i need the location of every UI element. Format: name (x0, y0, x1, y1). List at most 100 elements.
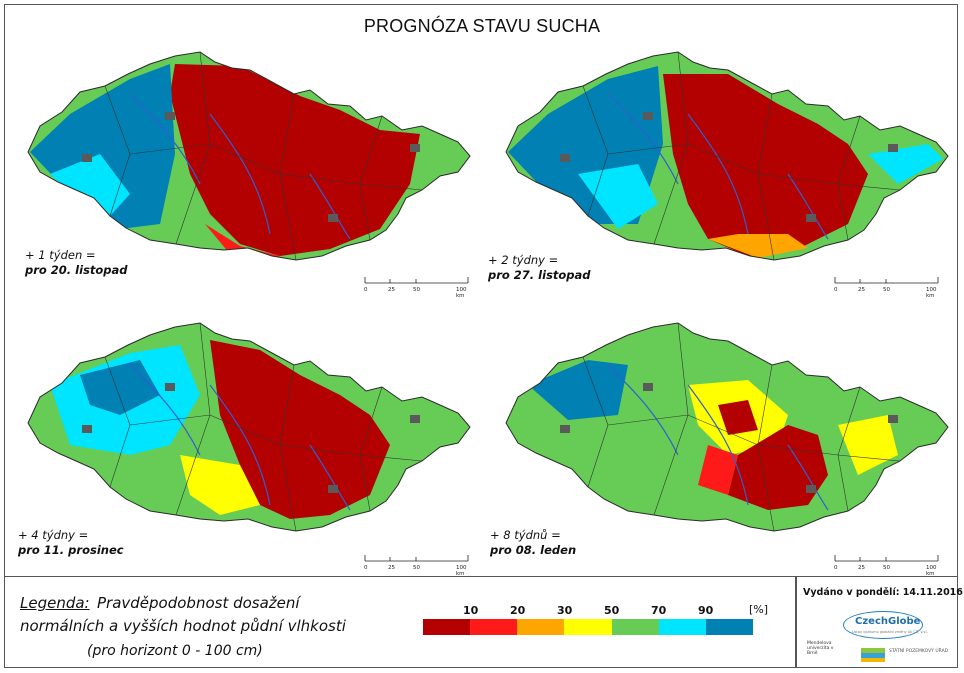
region-borders (582, 52, 901, 260)
legend-tick-90: 90 (698, 604, 714, 617)
scale-tick-0: 0 (364, 287, 368, 293)
country-outline (27, 51, 471, 261)
drought-region (50, 154, 130, 216)
map-label-week-4: + 4 týdny = pro 11. prosinec (18, 528, 124, 558)
legend-tick-70: 70 (651, 604, 667, 617)
scale-tick-0: 0 (834, 565, 838, 571)
spu-logo-mark (861, 648, 885, 662)
drought-region (30, 425, 160, 510)
rivers (129, 93, 351, 240)
drought-region (180, 455, 260, 515)
rivers (607, 93, 829, 240)
colorbar-class-4 (564, 619, 612, 635)
region-borders (582, 323, 901, 531)
city-area (560, 154, 570, 162)
map-label-line1: + 2 týdny = (488, 253, 559, 267)
colorbar-class-5 (611, 619, 659, 635)
drought-map-week-8 (505, 322, 949, 532)
drought-region (170, 64, 420, 256)
legend-tick-20: 20 (510, 604, 526, 617)
czechglobe-logo-text: CzechGlobe (855, 616, 921, 627)
legend-title-line2: normálních a vyšších hodnot půdní vlhkos… (20, 617, 346, 635)
colorbar-class-2 (470, 619, 518, 635)
scale-tick-100: 100 km (456, 565, 467, 577)
scale-bar: 0 25 50 100 km (834, 554, 944, 577)
legend-box: Legenda: Pravděpodobnost dosažení normál… (4, 576, 796, 668)
drought-region (663, 74, 868, 256)
colorbar-class-3 (517, 619, 565, 635)
city-area (888, 415, 898, 423)
country-outline (27, 322, 471, 532)
colorbar-class-7 (705, 619, 753, 635)
scale-bar: 0 25 50 100 km (364, 554, 474, 577)
scale-bar: 0 25 50 100 km (364, 276, 474, 299)
map-label-line2: pro 11. prosinec (18, 543, 124, 557)
map-label-line1: + 4 týdny = (18, 528, 89, 542)
city-area (643, 112, 653, 120)
rivers (607, 364, 829, 511)
figure-title: PROGNÓZA STAVU SUCHA (363, 16, 601, 36)
drought-map-week-1 (27, 51, 471, 261)
city-area (82, 425, 92, 433)
map-label-line1: + 8 týdnů = (490, 528, 561, 542)
city-area (410, 415, 420, 423)
mendel-university-logo: Mendelova univerzita v Brně (807, 641, 834, 656)
drought-region (80, 360, 160, 415)
legend-tick-30: 30 (557, 604, 573, 617)
drought-map-week-2 (505, 51, 949, 261)
scale-bar: 0 25 50 100 km (834, 276, 944, 299)
legend-heading: Legenda: (20, 594, 90, 612)
city-area (806, 485, 816, 493)
city-area (328, 485, 338, 493)
drought-region (838, 415, 898, 475)
city-area (165, 112, 175, 120)
scale-tick-50: 50 (883, 565, 890, 571)
drought-region (210, 340, 390, 519)
czechglobe-logo (843, 611, 923, 639)
map-label-line1: + 1 týden = (25, 248, 96, 262)
rivers (129, 364, 351, 511)
scale-tick-50: 50 (413, 565, 420, 571)
map-label-week-2: + 2 týdny = pro 27. listopad (488, 253, 591, 283)
city-area (560, 425, 570, 433)
legend-unit: [%] (749, 603, 769, 616)
drought-region (868, 144, 943, 184)
colorbar-class-6 (658, 619, 706, 635)
map-label-line2: pro 27. listopad (488, 268, 591, 282)
scale-tick-100: 100 km (926, 565, 937, 577)
city-area (410, 144, 420, 152)
scale-tick-0: 0 (834, 287, 838, 293)
scale-tick-100: 100 km (456, 287, 467, 299)
spu-logo-text: STÁTNÍ POZEMKOVÝ ÚŘAD (889, 649, 949, 654)
legend-tick-10: 10 (463, 604, 479, 617)
drought-region (728, 425, 828, 510)
map-label-line2: pro 08. leden (490, 543, 577, 557)
city-area (643, 383, 653, 391)
scale-tick-25: 25 (858, 287, 865, 293)
city-area (806, 214, 816, 222)
drought-map-week-4 (27, 322, 471, 532)
drought-region (528, 360, 628, 420)
drought-region (390, 415, 465, 455)
scale-tick-50: 50 (883, 287, 890, 293)
legend-title-line1: Pravděpodobnost dosažení (97, 594, 300, 612)
scale-tick-0: 0 (364, 565, 368, 571)
legend-horizon-note: (pro horizont 0 - 100 cm) (87, 643, 263, 659)
region-borders (104, 323, 423, 531)
scale-tick-50: 50 (413, 287, 420, 293)
info-box: Vydáno v pondělí: 14.11.2016 CzechGlobe … (796, 576, 963, 668)
scale-tick-25: 25 (388, 565, 395, 571)
scale-tick-25: 25 (388, 287, 395, 293)
map-label-week-1: + 1 týden = pro 20. listopad (25, 248, 128, 278)
scale-tick-25: 25 (858, 565, 865, 571)
drought-region (698, 445, 738, 495)
colorbar-class-1 (423, 619, 471, 635)
map-label-week-8: + 8 týdnů = pro 08. leden (490, 528, 576, 558)
legend-tick-50: 50 (604, 604, 620, 617)
city-area (165, 383, 175, 391)
legend-colorbar (423, 619, 753, 635)
czechglobe-subtitle: Ústav výzkumu globální změny AV ČR, v.v.… (852, 630, 929, 634)
map-label-line2: pro 20. listopad (25, 263, 128, 277)
drought-region (578, 164, 658, 229)
scale-tick-100: 100 km (926, 287, 937, 299)
